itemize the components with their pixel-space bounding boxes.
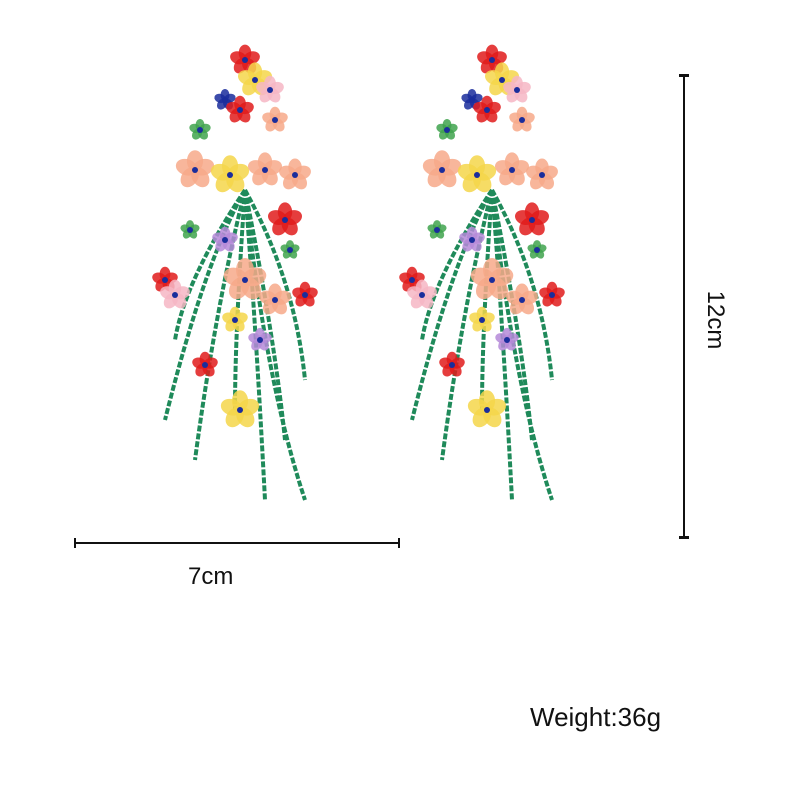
bead-strand xyxy=(173,188,247,341)
flower-bead xyxy=(212,226,238,252)
bead-strand xyxy=(420,188,494,341)
weight-label: Weight:36g xyxy=(530,702,662,732)
bead-strand xyxy=(243,189,307,501)
flower-bead xyxy=(470,258,514,300)
flower-bead xyxy=(436,119,458,140)
flower-bead xyxy=(226,95,254,123)
flower-bead xyxy=(160,279,190,309)
bead-strand xyxy=(243,189,307,381)
flower-bead xyxy=(256,75,284,103)
flower-bead xyxy=(506,283,538,315)
flower-bead xyxy=(467,390,507,428)
flower-bead xyxy=(189,119,211,140)
width-dimension-line xyxy=(75,542,400,544)
flower-bead xyxy=(494,152,530,186)
flower-bead xyxy=(473,95,501,123)
height-dimension-line xyxy=(683,75,685,538)
flower-bead xyxy=(210,155,250,193)
flower-bead xyxy=(175,150,215,188)
width-label: 7cm xyxy=(188,563,234,590)
flower-bead xyxy=(527,240,547,259)
flower-bead xyxy=(292,281,318,307)
flower-bead xyxy=(248,327,272,351)
bead-strand xyxy=(490,189,554,381)
height-label: 12cm xyxy=(702,290,729,350)
flower-bead xyxy=(469,306,495,332)
height-tick-bottom xyxy=(679,536,689,539)
flower-bead xyxy=(495,327,519,351)
flower-bead xyxy=(220,390,260,428)
flower-bead xyxy=(280,240,300,259)
flower-bead xyxy=(422,150,462,188)
flower-bead xyxy=(509,106,535,132)
width-tick-left xyxy=(74,538,76,548)
flower-bead xyxy=(514,202,550,236)
flower-bead xyxy=(439,351,465,377)
flower-bead xyxy=(267,202,303,236)
flower-bead xyxy=(214,89,236,110)
flower-bead xyxy=(262,106,288,132)
flower-bead xyxy=(461,89,483,110)
flower-bead xyxy=(503,75,531,103)
bead-strand xyxy=(410,189,494,421)
bead-strand xyxy=(440,189,494,461)
flower-bead xyxy=(247,152,283,186)
flower-bead xyxy=(192,351,218,377)
flower-bead xyxy=(407,279,437,309)
flower-bead xyxy=(427,220,447,239)
earring-right xyxy=(399,44,565,501)
flower-bead xyxy=(180,220,200,239)
height-tick-top xyxy=(679,74,689,77)
bead-strand xyxy=(490,189,554,501)
flower-bead xyxy=(279,158,311,190)
bead-strand xyxy=(163,189,247,421)
flower-bead xyxy=(223,258,267,300)
flower-bead xyxy=(222,306,248,332)
earring-left xyxy=(152,44,318,501)
flower-bead xyxy=(457,155,497,193)
flower-bead xyxy=(526,158,558,190)
flower-bead xyxy=(459,226,485,252)
flower-bead xyxy=(259,283,291,315)
flower-bead xyxy=(539,281,565,307)
width-tick-right xyxy=(398,538,400,548)
bead-strand xyxy=(193,189,247,461)
